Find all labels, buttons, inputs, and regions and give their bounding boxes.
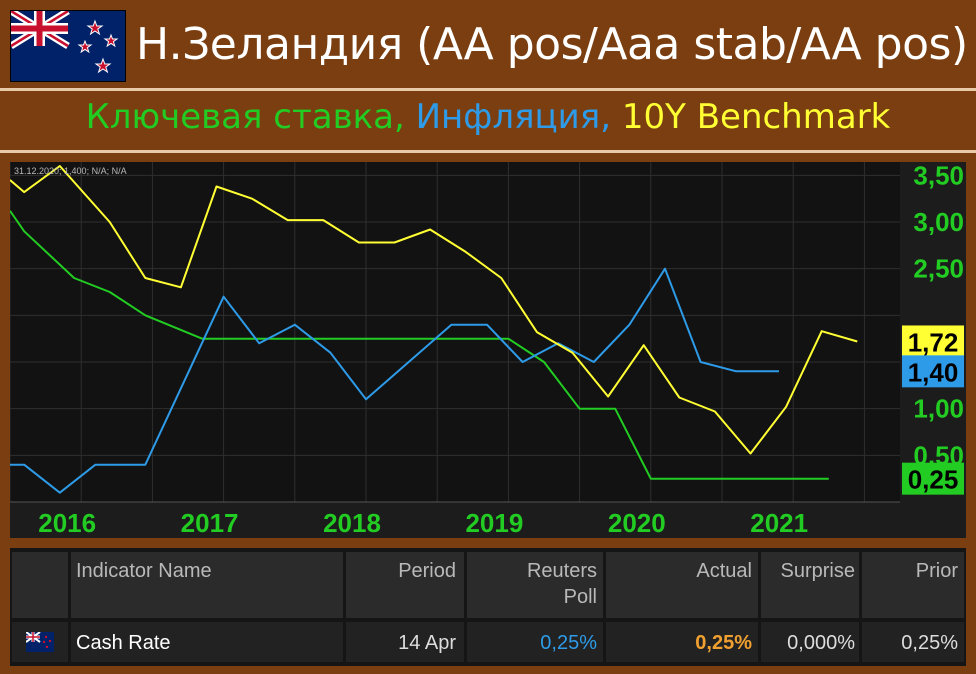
header-cell-actual: [606, 552, 758, 618]
subtitle-benchmark: 10Y Benchmark: [621, 97, 891, 137]
header-cell-flag: [12, 552, 68, 618]
row-indicator-name[interactable]: Cash Rate: [76, 632, 171, 654]
last-value-badge: [902, 325, 964, 358]
row-surprise: 0,000%: [787, 632, 855, 654]
indicator-table: Indicator Name Period Reuters Poll Actua…: [10, 548, 966, 666]
row-prior: 0,25%: [901, 632, 958, 654]
column-header-actual[interactable]: Actual: [696, 560, 752, 582]
row-actual: 0,25%: [695, 632, 752, 654]
column-header-poll-line2[interactable]: Poll: [563, 586, 597, 608]
new-zealand-flag-icon: [9, 8, 126, 82]
last-value-label: 0,25: [908, 465, 959, 495]
last-value-badge: [902, 355, 964, 388]
new-zealand-flag-small-icon: [25, 631, 54, 652]
last-value-label: 1,40: [908, 357, 959, 387]
column-header-period[interactable]: Period: [398, 560, 456, 582]
chart-subtitle: Ключевая ставка, Инфляция, 10Y Benchmark: [0, 92, 976, 142]
last-value-badge: [902, 462, 964, 495]
x-tick-label: 2020: [608, 508, 666, 538]
column-header-indicator-name[interactable]: Indicator Name: [76, 560, 212, 582]
header-cell-name: [71, 552, 343, 618]
header-cell-poll: [467, 552, 603, 618]
x-tick-label: 2021: [750, 508, 808, 538]
y-tick-label: 2,50: [913, 254, 964, 284]
series-line-2: [9, 165, 858, 455]
last-value-label: 1,72: [908, 327, 959, 357]
line-chart: 3,503,002,501,000,50 1,721,400,25 2016 20…: [9, 160, 964, 538]
row-cell-poll: [467, 622, 603, 662]
y-tick-label: 1,00: [913, 394, 964, 424]
y-tick-label: 3,50: [913, 162, 964, 190]
page-title: Н.Зеландия (AA pos/Aaa stab/AA pos): [136, 19, 968, 70]
column-header-prior[interactable]: Prior: [915, 560, 958, 582]
row-cell-period: [346, 622, 464, 662]
row-cell-surprise: [761, 622, 859, 662]
subtitle-divider: [0, 150, 976, 153]
x-tick-label: 2018: [323, 508, 381, 538]
subtitle-inflation: Инфляция,: [415, 97, 622, 137]
row-cell-name: [71, 622, 343, 662]
row-cell-actual: [606, 622, 758, 662]
header-cell-surprise: [761, 552, 859, 618]
chart-info-text: 31.12.2020; 1,400; N/A; N/A: [14, 166, 127, 176]
row-reuters-poll: 0,25%: [540, 632, 597, 654]
row-cell-prior: [862, 622, 964, 662]
column-header-poll-line1[interactable]: Reuters: [526, 560, 597, 582]
header: Н.Зеландия (AA pos/Aaa stab/AA pos): [0, 0, 976, 88]
y-tick-label: 3,00: [913, 207, 964, 237]
x-tick-label: 2017: [181, 508, 239, 538]
header-divider: [0, 88, 976, 91]
column-header-surprise[interactable]: Surprise: [780, 560, 855, 582]
x-tick-label: 2019: [465, 508, 523, 538]
subtitle-key-rate: Ключевая ставка,: [85, 97, 416, 137]
plot-area: [10, 162, 900, 502]
row-period: 14 Apr: [398, 632, 456, 654]
header-cell-period: [346, 552, 464, 618]
series-line-1: [10, 267, 779, 494]
series-line-0: [9, 210, 829, 480]
chart-panel: 3,50 3,00 2,50 1,00 0,50 1,72 1,40 0,25 2016 20…: [9, 160, 966, 538]
x-tick-label: 2016: [38, 508, 96, 538]
header-cell-prior: [862, 552, 964, 618]
